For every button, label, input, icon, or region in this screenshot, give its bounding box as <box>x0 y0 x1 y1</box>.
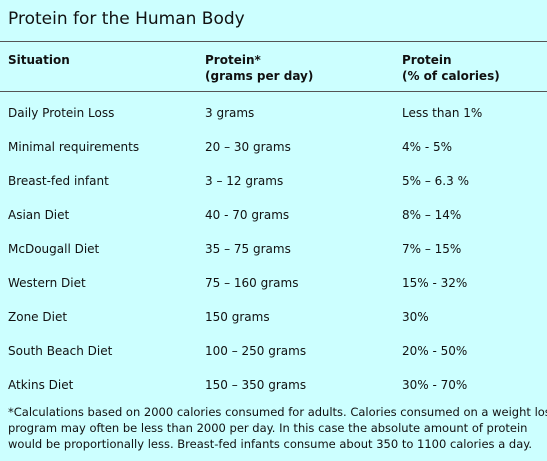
table-cell: 3 grams <box>205 106 255 120</box>
table-cell: 150 – 350 grams <box>205 378 307 392</box>
table-cell: 5% – 6.3 % <box>402 174 469 188</box>
table-cell: 20% - 50% <box>402 344 468 358</box>
table-cell: Minimal requirements <box>8 140 140 154</box>
table-cell: Western Diet <box>8 276 86 290</box>
table-cell: 35 – 75 grams <box>205 242 291 256</box>
table-cell: Asian Diet <box>8 208 70 222</box>
table-cell: 15% - 32% <box>402 276 468 290</box>
footnote: program may often be less than 2000 per … <box>8 421 528 435</box>
column-header: (grams per day) <box>205 69 314 83</box>
footnote: would be proportionally less. Breast-fed… <box>8 437 533 451</box>
table-cell: 150 grams <box>205 310 270 324</box>
table-cell: 40 - 70 grams <box>205 208 290 222</box>
table-cell: McDougall Diet <box>8 242 100 256</box>
table-cell: Atkins Diet <box>8 378 74 392</box>
title: Protein for the Human Body <box>8 9 245 29</box>
table-cell: 30% - 70% <box>402 378 468 392</box>
table-cell: South Beach Diet <box>8 344 113 358</box>
header-rule <box>0 91 547 92</box>
table-cell: 75 – 160 grams <box>205 276 299 290</box>
column-header: Situation <box>8 53 70 67</box>
column-header: Protein <box>402 53 452 67</box>
column-header: Protein* <box>205 53 261 67</box>
table-cell: 7% – 15% <box>402 242 462 256</box>
table-cell: Less than 1% <box>402 106 483 120</box>
table-cell: 30% <box>402 310 429 324</box>
table-cell: 8% – 14% <box>402 208 462 222</box>
table-cell: 4% - 5% <box>402 140 453 154</box>
table-cell: 100 – 250 grams <box>205 344 307 358</box>
title-rule <box>0 41 547 42</box>
table-cell: Daily Protein Loss <box>8 106 115 120</box>
column-header: (% of calories) <box>402 69 500 83</box>
table-cell: Breast-fed infant <box>8 174 109 188</box>
footnote: *Calculations based on 2000 calories con… <box>8 405 547 419</box>
table-cell: 20 – 30 grams <box>205 140 291 154</box>
table-cell: Zone Diet <box>8 310 68 324</box>
table-cell: 3 – 12 grams <box>205 174 284 188</box>
